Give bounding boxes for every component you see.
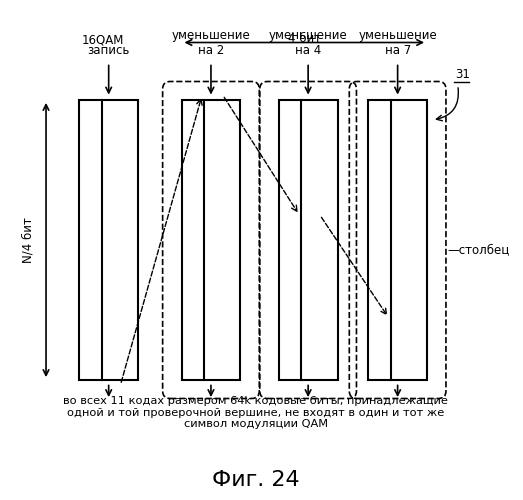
Text: уменьшение
на 7: уменьшение на 7 bbox=[358, 30, 437, 58]
Text: 4 бит: 4 бит bbox=[288, 32, 321, 45]
Text: во всех 11 кодах размером 64k кодовые биты, принадлежащие
одной и той проверочно: во всех 11 кодах размером 64k кодовые би… bbox=[63, 396, 448, 429]
Text: запись: запись bbox=[87, 44, 130, 58]
FancyBboxPatch shape bbox=[279, 100, 337, 380]
FancyBboxPatch shape bbox=[181, 100, 241, 380]
Text: Фиг. 24: Фиг. 24 bbox=[212, 470, 300, 490]
Text: 31: 31 bbox=[455, 68, 470, 82]
Text: уменьшение
на 2: уменьшение на 2 bbox=[172, 30, 251, 58]
Text: —столбец: —столбец bbox=[448, 244, 510, 256]
Text: уменьшение
на 4: уменьшение на 4 bbox=[269, 30, 347, 58]
FancyBboxPatch shape bbox=[79, 100, 138, 380]
FancyBboxPatch shape bbox=[368, 100, 427, 380]
Text: N/4 бит: N/4 бит bbox=[21, 217, 35, 263]
Text: 16QAM: 16QAM bbox=[82, 34, 124, 46]
